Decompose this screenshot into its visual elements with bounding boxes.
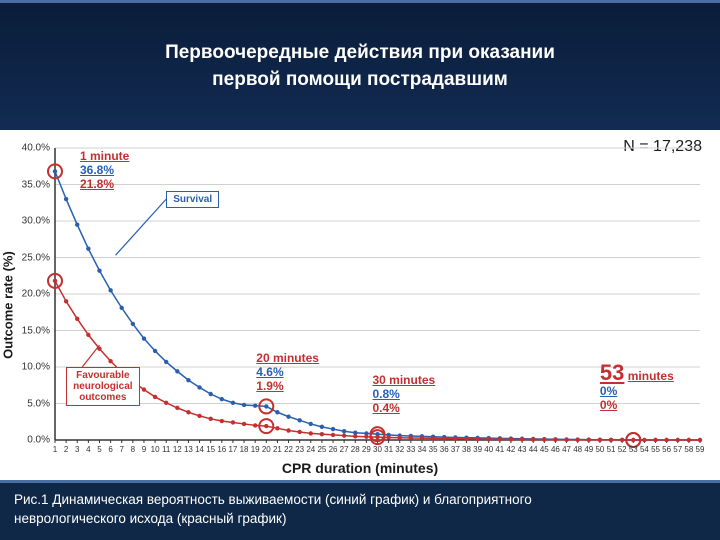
x-tick: 13 [184,445,193,454]
x-tick: 26 [329,445,338,454]
y-tick: 10.0% [10,362,50,373]
x-tick: 27 [340,445,349,454]
y-tick: 25.0% [10,252,50,263]
annot-neuro: 0% [600,398,617,412]
chart-annotation: 53 minutes 0%0% [600,360,674,413]
y-tick: 40.0% [10,143,50,154]
x-tick: 50 [595,445,604,454]
title-line-2: первой помощи пострадавшим [212,69,508,90]
x-tick: 30 [373,445,382,454]
x-tick: 4 [86,445,90,454]
x-tick: 36 [440,445,449,454]
annot-neuro: 1.9% [256,379,283,393]
x-tick: 32 [395,445,404,454]
x-tick: 48 [573,445,582,454]
y-tick: 30.0% [10,216,50,227]
x-tick: 7 [119,445,123,454]
x-tick: 49 [584,445,593,454]
annot-time: 1 minute [80,149,129,163]
x-tick: 41 [495,445,504,454]
x-tick: 25 [317,445,326,454]
annot-time: 53 [600,360,624,385]
x-tick: 1 [53,445,57,454]
chart-annotation: 1 minute36.8%21.8% [80,150,129,191]
x-tick: 58 [684,445,693,454]
x-tick: 44 [529,445,538,454]
x-tick: 56 [662,445,671,454]
annot-survival: 0% [600,384,617,398]
x-tick: 21 [273,445,282,454]
x-tick: 34 [418,445,427,454]
y-tick: 20.0% [10,289,50,300]
legend-neuro: Favourable neurological outcomes [66,367,139,406]
x-tick: 31 [384,445,393,454]
y-tick: 15.0% [10,325,50,336]
annot-time-unit: minutes [628,369,674,383]
x-tick: 15 [206,445,215,454]
x-tick: 53 [629,445,638,454]
x-tick: 55 [651,445,660,454]
x-tick: 9 [142,445,146,454]
x-tick: 5 [97,445,101,454]
x-tick: 14 [195,445,204,454]
x-tick: 42 [506,445,515,454]
legend-neuro-l1: Favourable [76,370,129,381]
x-tick: 19 [251,445,260,454]
x-tick: 23 [295,445,304,454]
x-tick: 37 [451,445,460,454]
caption-bar: Рис.1 Динамическая вероятность выживаемо… [0,480,720,540]
x-tick: 20 [262,445,271,454]
x-tick: 6 [108,445,112,454]
x-tick: 8 [131,445,135,454]
x-tick: 43 [518,445,527,454]
x-tick: 40 [484,445,493,454]
x-tick: 12 [173,445,182,454]
x-tick: 35 [429,445,438,454]
x-tick: 54 [640,445,649,454]
annot-neuro: 21.8% [80,177,114,191]
caption-line-2: неврологического исхода (красный график) [14,511,286,526]
x-tick: 16 [217,445,226,454]
x-tick: 57 [673,445,682,454]
x-tick: 3 [75,445,79,454]
x-tick: 47 [562,445,571,454]
x-tick: 10 [151,445,160,454]
y-tick: 0.0% [10,435,50,446]
chart-annotation: 30 minutes0.8%0.4% [373,374,436,415]
legend-neuro-l3: outcomes [79,392,126,403]
annot-time: 30 minutes [373,373,436,387]
x-tick: 51 [607,445,616,454]
legend-neuro-l2: neurological [73,381,132,392]
x-tick: 17 [228,445,237,454]
x-tick: 46 [551,445,560,454]
caption-line-1: Рис.1 Динамическая вероятность выживаемо… [14,492,532,507]
x-tick: 29 [362,445,371,454]
x-tick: 24 [306,445,315,454]
x-tick: 11 [162,445,170,454]
annot-survival: 4.6% [256,365,283,379]
annot-neuro: 0.4% [373,401,400,415]
annot-time: 20 minutes [256,351,319,365]
x-tick: 39 [473,445,482,454]
chart-annotation: 20 minutes4.6%1.9% [256,352,319,393]
y-tick: 35.0% [10,179,50,190]
x-tick: 52 [618,445,627,454]
x-tick: 28 [351,445,360,454]
x-tick: 33 [406,445,415,454]
slide-title: Первоочередные действия при оказании пер… [165,40,555,93]
x-tick: 18 [240,445,249,454]
x-tick: 59 [696,445,705,454]
title-line-1: Первоочередные действия при оказании [165,42,555,63]
x-tick: 38 [462,445,471,454]
x-tick: 2 [64,445,68,454]
slide-header: Первоочередные действия при оказании пер… [0,0,720,130]
annot-survival: 0.8% [373,387,400,401]
y-tick: 5.0% [10,398,50,409]
legend-survival-label: Survival [173,194,212,205]
legend-survival: Survival [166,191,219,208]
x-tick: 45 [540,445,549,454]
x-tick: 22 [284,445,293,454]
chart-area: Outcome rate (%) CPR duration (minutes) … [0,130,720,480]
annot-survival: 36.8% [80,163,114,177]
